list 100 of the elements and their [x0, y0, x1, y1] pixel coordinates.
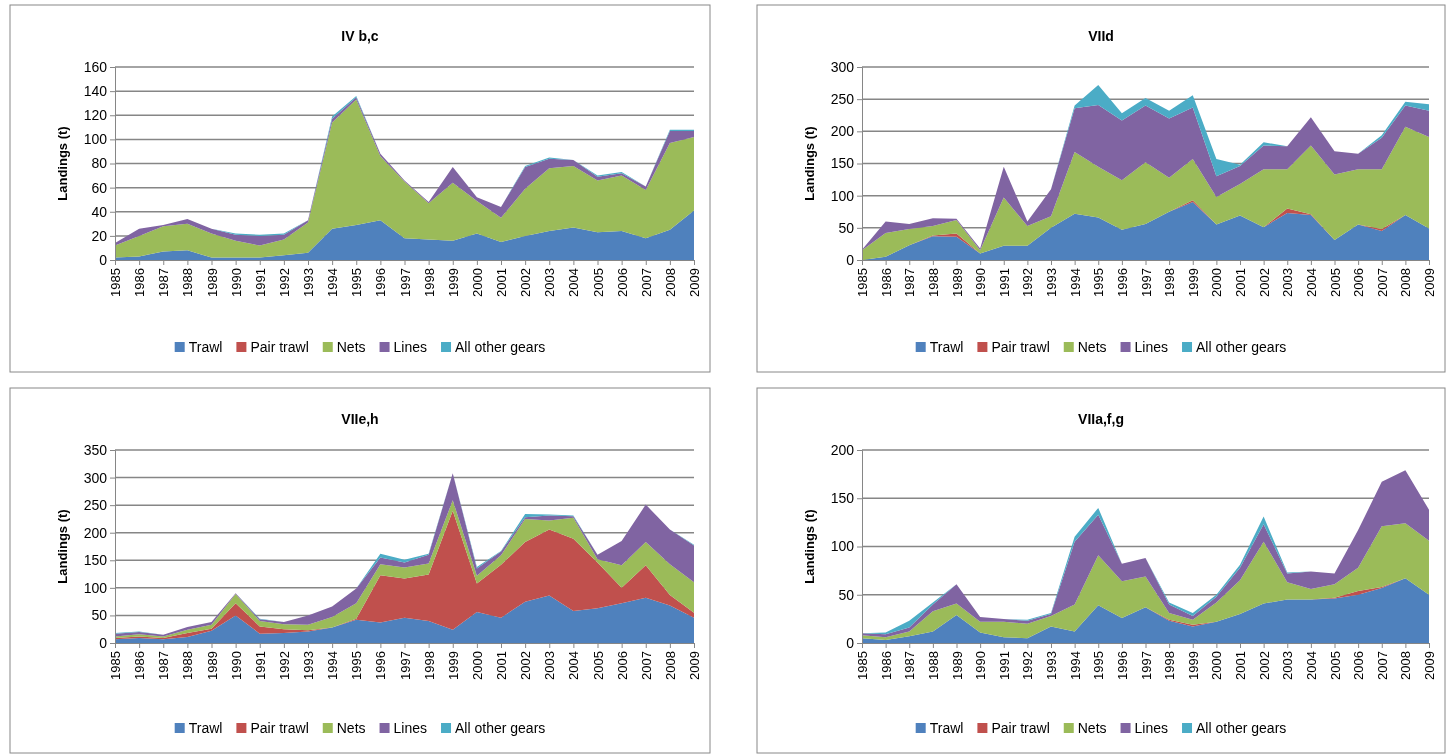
legend-label: Pair trawl — [250, 719, 309, 736]
x-tick-label: 1988 — [180, 651, 196, 680]
x-tick-label: 1992 — [1020, 268, 1036, 297]
x-tick-label: 1985 — [108, 268, 124, 297]
x-tick-label: 1985 — [108, 651, 124, 680]
legend-label: Trawl — [188, 338, 223, 355]
y-tick-label: 200 — [83, 524, 108, 541]
x-tick-label: 2006 — [1351, 651, 1367, 680]
y-tick-label: 40 — [91, 203, 108, 220]
y-tick-label: 300 — [830, 58, 855, 75]
x-tick-label: 1996 — [1114, 268, 1130, 297]
x-tick-label: 2004 — [566, 268, 582, 297]
x-tick-label: 2002 — [518, 651, 534, 680]
y-tick-label: 200 — [830, 441, 855, 458]
x-tick-label: 1994 — [1067, 651, 1083, 680]
x-tick-label: 2000 — [1209, 268, 1225, 297]
legend-label: All other gears — [1196, 719, 1287, 736]
x-tick-label: 1996 — [1114, 651, 1130, 680]
x-tick-label: 1988 — [180, 268, 196, 297]
x-tick-label: 2000 — [1209, 651, 1225, 680]
x-tick-label: 1990 — [228, 268, 244, 297]
x-tick-label: 2008 — [662, 268, 678, 297]
chart-title: VIIe,h — [341, 411, 379, 427]
x-tick-label: 1998 — [421, 268, 437, 297]
legend-label: All other gears — [1196, 338, 1287, 355]
x-tick-label: 1999 — [445, 268, 461, 297]
x-tick-label: 1994 — [325, 651, 341, 680]
x-tick-label: 2001 — [494, 651, 510, 680]
x-tick-label: 2002 — [1256, 268, 1272, 297]
legend-label: Nets — [1077, 338, 1107, 355]
x-tick-label: 2009 — [1422, 651, 1438, 680]
x-tick-label: 2003 — [1280, 268, 1296, 297]
x-tick-label: 1992 — [276, 651, 292, 680]
legend-label: Lines — [393, 719, 428, 736]
x-tick-label: 2007 — [638, 651, 654, 680]
x-tick-label: 2004 — [1303, 268, 1319, 297]
y-tick-label: 150 — [830, 155, 855, 172]
x-tick-label: 1989 — [949, 651, 965, 680]
y-tick-label: 0 — [846, 634, 855, 651]
x-tick-label: 1995 — [349, 268, 365, 297]
y-tick-label: 200 — [830, 123, 855, 140]
x-tick-label: 1993 — [301, 651, 317, 680]
x-tick-label: 2009 — [687, 651, 703, 680]
legend-label: Nets — [1077, 719, 1107, 736]
y-tick-label: 250 — [830, 91, 855, 108]
x-tick-label: 1991 — [996, 651, 1012, 680]
y-tick-label: 50 — [838, 586, 855, 603]
x-tick-label: 2005 — [590, 268, 606, 297]
x-tick-label: 1991 — [996, 268, 1012, 297]
x-tick-label: 1990 — [973, 268, 989, 297]
x-tick-label: 2004 — [566, 651, 582, 680]
legend-label: Pair trawl — [991, 338, 1050, 355]
y-tick-label: 80 — [91, 155, 108, 172]
x-tick-label: 1989 — [204, 268, 220, 297]
x-tick-label: 1990 — [973, 651, 989, 680]
legend-label: All other gears — [455, 719, 546, 736]
legend-label: Trawl — [929, 719, 964, 736]
x-tick-label: 1986 — [878, 651, 894, 680]
x-tick-label: 1997 — [397, 268, 413, 297]
x-tick-label: 2000 — [469, 651, 485, 680]
y-axis-title: Landings (t) — [55, 509, 70, 584]
x-tick-label: 1993 — [301, 268, 317, 297]
y-tick-label: 50 — [91, 607, 108, 624]
x-tick-label: 2008 — [1398, 651, 1414, 680]
x-tick-label: 2006 — [614, 651, 630, 680]
x-tick-label: 2003 — [542, 268, 558, 297]
x-tick-label: 2000 — [469, 268, 485, 297]
x-tick-label: 2007 — [1374, 268, 1390, 297]
y-tick-label: 0 — [846, 251, 855, 268]
x-tick-label: 2001 — [1233, 268, 1249, 297]
legend-label: Lines — [1134, 719, 1169, 736]
y-tick-label: 150 — [830, 490, 855, 507]
x-tick-label: 1998 — [421, 651, 437, 680]
x-tick-label: 1996 — [373, 651, 389, 680]
chart-title: VIId — [1088, 28, 1114, 44]
y-tick-label: 150 — [83, 552, 108, 569]
x-tick-label: 1994 — [325, 268, 341, 297]
x-tick-label: 2003 — [1280, 651, 1296, 680]
y-tick-label: 50 — [838, 219, 855, 236]
x-tick-label: 2008 — [1398, 268, 1414, 297]
x-tick-label: 1995 — [1091, 651, 1107, 680]
legend-label: Nets — [336, 338, 366, 355]
x-tick-label: 2001 — [494, 268, 510, 297]
chart-title: VIIa,f,g — [1078, 411, 1124, 427]
x-tick-label: 1990 — [228, 651, 244, 680]
x-tick-label: 2009 — [687, 268, 703, 297]
y-tick-label: 120 — [83, 107, 108, 124]
legend-label: Nets — [336, 719, 366, 736]
y-tick-label: 20 — [91, 227, 108, 244]
x-tick-label: 1988 — [925, 651, 941, 680]
x-tick-label: 1998 — [1162, 268, 1178, 297]
x-tick-label: 2005 — [1327, 651, 1343, 680]
x-tick-label: 1997 — [1138, 268, 1154, 297]
x-tick-label: 2009 — [1422, 268, 1438, 297]
x-tick-label: 2006 — [1351, 268, 1367, 297]
x-tick-label: 1997 — [1138, 651, 1154, 680]
y-tick-label: 140 — [83, 83, 108, 100]
x-tick-label: 1987 — [156, 268, 172, 297]
x-tick-label: 1991 — [252, 651, 268, 680]
x-tick-label: 1989 — [949, 268, 965, 297]
